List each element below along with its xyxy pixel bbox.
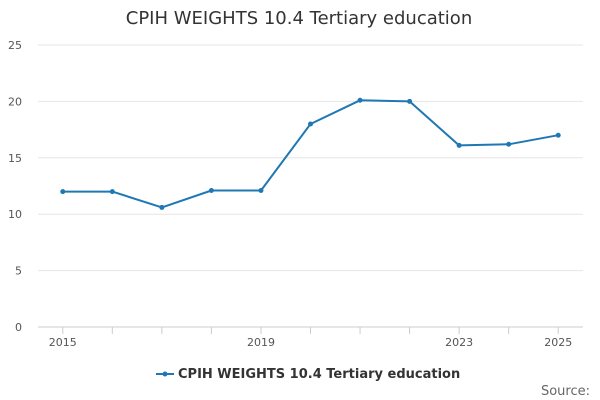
y-tick-label: 10 bbox=[8, 208, 22, 221]
data-point[interactable] bbox=[208, 188, 214, 194]
y-tick-label: 25 bbox=[8, 39, 22, 52]
data-point[interactable] bbox=[109, 189, 115, 195]
y-tick-label: 0 bbox=[15, 321, 22, 334]
y-tick-label: 20 bbox=[8, 95, 22, 108]
data-point[interactable] bbox=[555, 132, 561, 138]
chart-title: CPIH WEIGHTS 10.4 Tertiary education bbox=[126, 8, 472, 29]
legend[interactable]: CPIH WEIGHTS 10.4 Tertiary education bbox=[156, 367, 460, 382]
data-point[interactable] bbox=[506, 141, 512, 147]
x-tick-label: 2019 bbox=[247, 336, 275, 349]
data-point[interactable] bbox=[258, 188, 264, 194]
source-label: Source: bbox=[541, 384, 590, 399]
legend-label: CPIH WEIGHTS 10.4 Tertiary education bbox=[178, 367, 460, 382]
y-tick-label: 15 bbox=[8, 152, 22, 165]
x-tick-label: 2023 bbox=[445, 336, 473, 349]
series-line bbox=[62, 99, 559, 209]
y-tick-label: 5 bbox=[15, 265, 22, 278]
x-axis: 2015 2019 2023 2025 bbox=[38, 326, 583, 349]
x-tick-label: 2025 bbox=[544, 336, 572, 349]
x-tick-label: 2015 bbox=[49, 336, 77, 349]
series-group bbox=[60, 97, 561, 210]
data-point[interactable] bbox=[60, 189, 66, 195]
data-point[interactable] bbox=[357, 97, 363, 103]
data-point[interactable] bbox=[456, 142, 462, 148]
data-point[interactable] bbox=[407, 98, 413, 104]
gridlines bbox=[38, 44, 583, 272]
y-axis-ticks: 0 5 10 15 20 25 bbox=[8, 39, 22, 334]
legend-marker bbox=[162, 371, 168, 377]
data-point[interactable] bbox=[308, 121, 313, 127]
data-point[interactable] bbox=[159, 204, 165, 210]
